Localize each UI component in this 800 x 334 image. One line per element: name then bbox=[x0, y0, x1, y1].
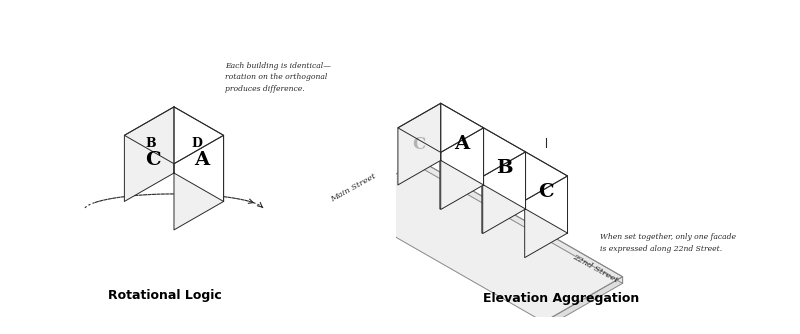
Text: C: C bbox=[413, 136, 426, 153]
Text: A: A bbox=[454, 135, 470, 153]
Polygon shape bbox=[440, 127, 482, 209]
Text: D: D bbox=[192, 137, 202, 150]
Text: Rotational Logic: Rotational Logic bbox=[108, 289, 222, 302]
Text: Each building is identical—
rotation on the orthogonal
produces difference.: Each building is identical— rotation on … bbox=[225, 62, 331, 93]
Polygon shape bbox=[398, 103, 483, 152]
Text: 22nd Street: 22nd Street bbox=[570, 253, 619, 285]
Text: Main Street: Main Street bbox=[329, 172, 378, 204]
Polygon shape bbox=[124, 107, 223, 164]
Polygon shape bbox=[174, 135, 223, 230]
Polygon shape bbox=[482, 151, 525, 233]
Text: C: C bbox=[145, 151, 161, 169]
Polygon shape bbox=[420, 160, 622, 283]
Text: B: B bbox=[496, 159, 513, 177]
Polygon shape bbox=[482, 152, 526, 233]
Polygon shape bbox=[341, 160, 622, 322]
Polygon shape bbox=[482, 127, 526, 209]
Polygon shape bbox=[525, 151, 567, 233]
Text: Elevation Aggregation: Elevation Aggregation bbox=[483, 292, 639, 305]
Polygon shape bbox=[441, 103, 483, 185]
Polygon shape bbox=[174, 107, 223, 201]
Polygon shape bbox=[482, 151, 567, 200]
Text: When set together, only one facade
is expressed along 22nd Street.: When set together, only one facade is ex… bbox=[600, 233, 736, 253]
Text: A: A bbox=[194, 151, 209, 169]
Polygon shape bbox=[525, 176, 567, 258]
Text: B: B bbox=[146, 137, 156, 150]
Text: C: C bbox=[538, 183, 554, 201]
Polygon shape bbox=[398, 103, 441, 185]
Polygon shape bbox=[441, 128, 483, 209]
Polygon shape bbox=[544, 277, 622, 329]
Polygon shape bbox=[440, 127, 526, 176]
Polygon shape bbox=[124, 107, 174, 201]
